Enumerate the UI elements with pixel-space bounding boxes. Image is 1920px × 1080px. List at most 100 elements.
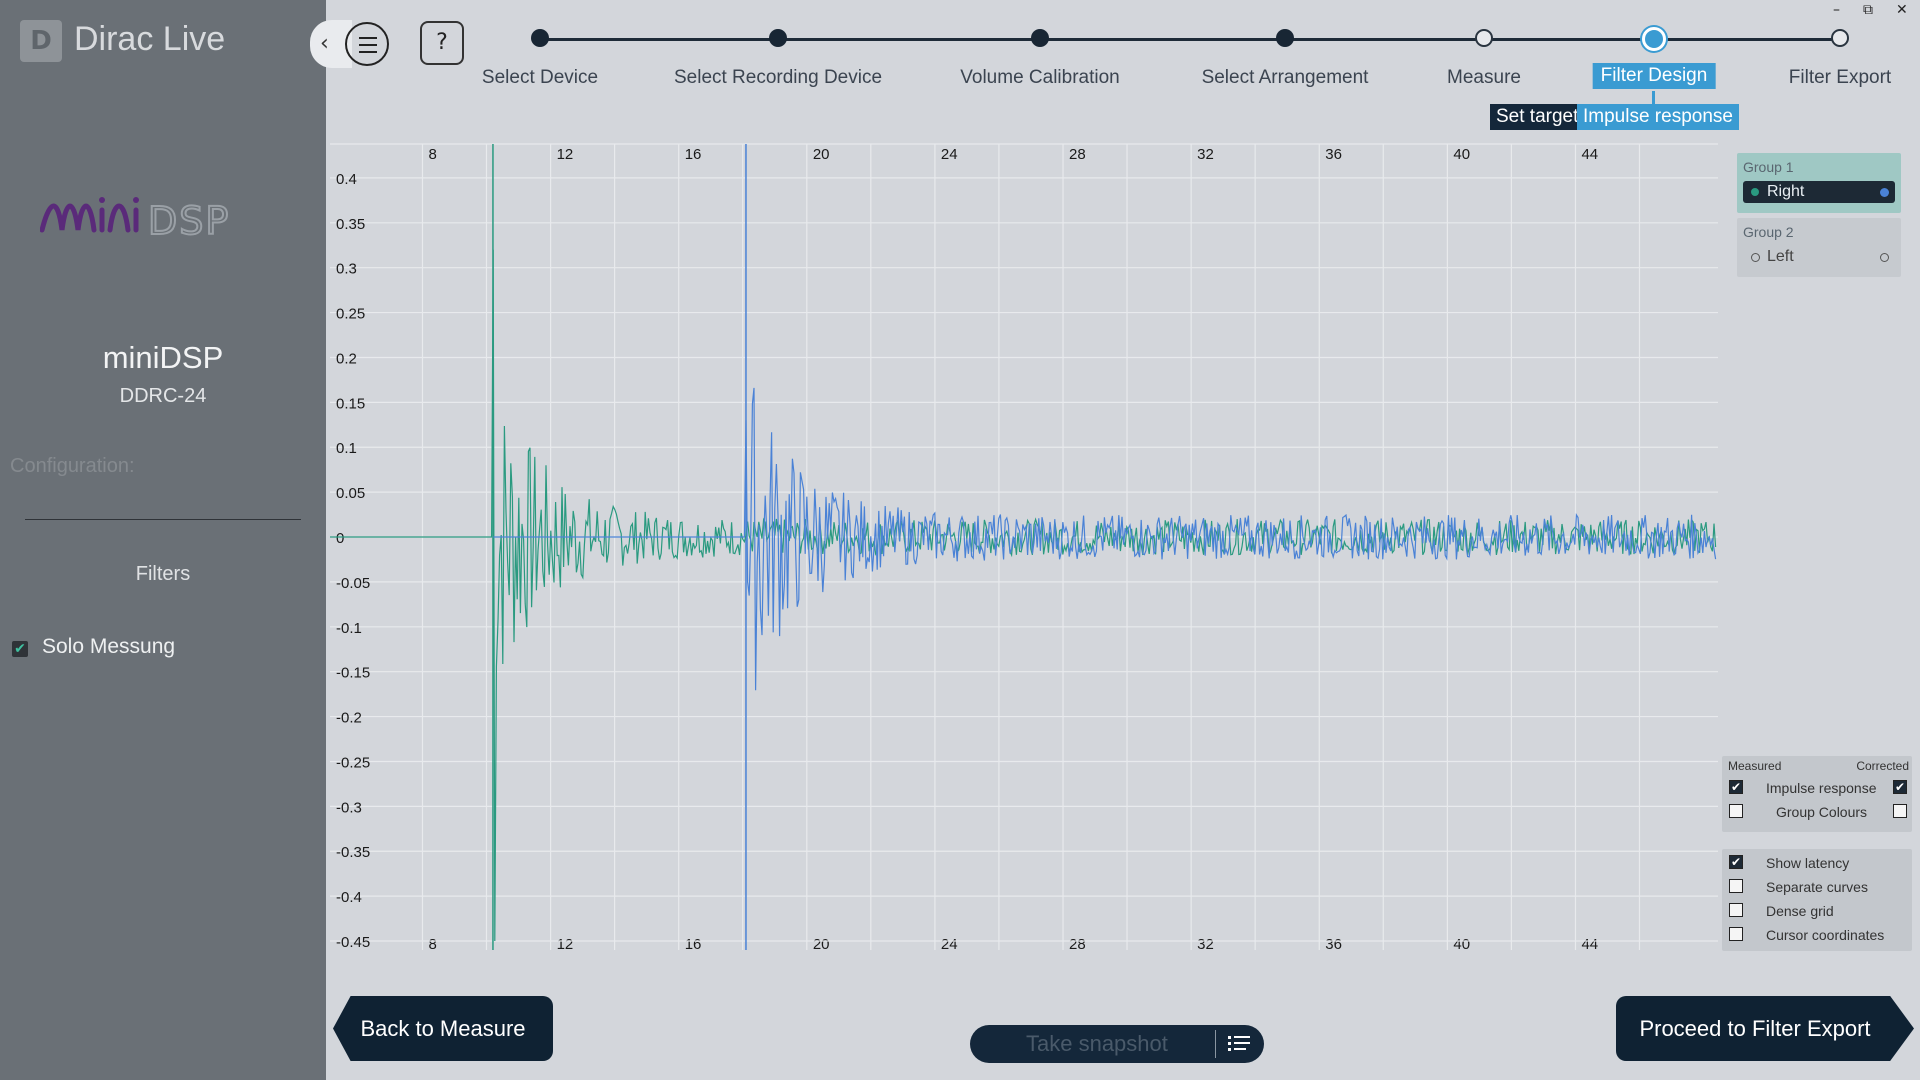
y-tick-label: -0.15 xyxy=(336,665,370,682)
x-tick-label-top: 20 xyxy=(813,146,830,163)
y-tick-label: -0.4 xyxy=(336,889,362,906)
x-tick-label-bottom: 20 xyxy=(813,936,830,952)
menu-icon xyxy=(359,51,377,53)
help-button[interactable]: ? xyxy=(420,21,464,65)
y-tick-label: -0.1 xyxy=(336,620,362,637)
configuration-divider xyxy=(25,519,301,520)
x-tick-label-top: 16 xyxy=(685,146,702,163)
group-2-box: Group 2 Left xyxy=(1737,218,1901,277)
channel-dot-icon xyxy=(1751,253,1760,262)
x-tick-label-bottom: 8 xyxy=(428,936,436,952)
take-snapshot-button[interactable]: Take snapshot xyxy=(970,1025,1264,1063)
step-1-label[interactable]: Select Device xyxy=(481,67,599,88)
dense-grid-checkbox[interactable] xyxy=(1729,903,1743,917)
group-colours-label: Group Colours xyxy=(1776,804,1868,820)
channel-right-item[interactable]: Right xyxy=(1743,181,1895,203)
active-step-connector xyxy=(1652,91,1655,105)
step-4-dot[interactable] xyxy=(1276,29,1294,47)
step-6-label[interactable]: Filter Design xyxy=(1592,63,1716,89)
separate-curves-row: Separate curves xyxy=(1722,875,1912,899)
svg-text:DSP: DSP xyxy=(148,199,230,240)
x-tick-label-bottom: 36 xyxy=(1325,936,1342,952)
channel-left-item[interactable]: Left xyxy=(1743,246,1895,268)
group-colours-corrected-checkbox[interactable] xyxy=(1893,804,1907,818)
y-tick-label: -0.2 xyxy=(336,710,362,727)
x-tick-label-bottom: 28 xyxy=(1069,936,1086,952)
group-colours-row: Group Colours xyxy=(1722,800,1912,824)
solo-messung-label[interactable]: Solo Messung xyxy=(42,635,176,658)
show-latency-row: ✔ Show latency xyxy=(1722,851,1912,875)
y-tick-label: -0.3 xyxy=(336,799,362,816)
back-to-measure-button[interactable]: Back to Measure xyxy=(333,996,553,1061)
restore-button[interactable]: ⧉ xyxy=(1863,2,1873,18)
channel-right-label: Right xyxy=(1767,183,1805,200)
step-3-dot[interactable] xyxy=(1031,29,1049,47)
menu-button[interactable] xyxy=(345,22,389,66)
close-button[interactable]: ✕ xyxy=(1896,2,1908,18)
show-latency-checkbox[interactable]: ✔ xyxy=(1729,855,1743,869)
minimize-button[interactable]: – xyxy=(1833,2,1840,18)
group-1-box: Group 1 Right xyxy=(1737,153,1901,213)
snapshot-divider xyxy=(1215,1030,1216,1058)
sidebar: D Dirac Live DSP miniDSP DDRC-24 Configu… xyxy=(0,0,326,1080)
menu-icon xyxy=(359,37,377,39)
take-snapshot-label: Take snapshot xyxy=(1026,1031,1168,1056)
x-tick-label-bottom: 32 xyxy=(1197,936,1214,952)
y-tick-label: 0.25 xyxy=(336,306,365,323)
filters-label: Filters xyxy=(135,563,191,585)
dirac-logo-icon: D xyxy=(20,20,62,62)
step-2-label[interactable]: Select Recording Device xyxy=(673,67,883,88)
tab-set-target[interactable]: Set target xyxy=(1490,104,1585,130)
step-7-label[interactable]: Filter Export xyxy=(1788,67,1892,88)
dense-grid-label: Dense grid xyxy=(1766,903,1834,919)
channel-radio-icon xyxy=(1880,188,1889,197)
impulse-corrected-checkbox[interactable]: ✔ xyxy=(1893,780,1907,794)
separate-curves-checkbox[interactable] xyxy=(1729,879,1743,893)
step-7-dot[interactable] xyxy=(1831,29,1849,47)
app-title: Dirac Live xyxy=(74,20,226,58)
x-tick-label-top: 28 xyxy=(1069,146,1086,163)
x-tick-label-top: 36 xyxy=(1325,146,1342,163)
separate-curves-label: Separate curves xyxy=(1766,879,1868,895)
x-tick-label-bottom: 44 xyxy=(1581,936,1598,952)
proceed-to-filter-export-button[interactable]: Proceed to Filter Export xyxy=(1616,996,1914,1061)
cursor-coordinates-row: Cursor coordinates xyxy=(1722,923,1912,947)
x-tick-label-bottom: 12 xyxy=(557,936,574,952)
y-tick-label: -0.45 xyxy=(336,934,370,951)
show-latency-label: Show latency xyxy=(1766,855,1850,871)
step-4-label[interactable]: Select Arrangement xyxy=(1201,67,1369,88)
x-tick-label-top: 8 xyxy=(428,146,436,163)
channel-radio-icon xyxy=(1880,253,1889,262)
y-tick-label: 0.1 xyxy=(336,440,357,457)
step-1-dot[interactable] xyxy=(531,29,549,47)
step-6-dot[interactable] xyxy=(1642,27,1666,51)
measured-header: Measured xyxy=(1728,759,1782,773)
view-options-panel: ✔ Show latency Separate curves Dense gri… xyxy=(1722,849,1912,951)
group-1-title: Group 1 xyxy=(1743,159,1794,175)
channel-left-label: Left xyxy=(1767,248,1794,265)
y-tick-label: -0.35 xyxy=(336,844,370,861)
step-5-dot[interactable] xyxy=(1475,29,1493,47)
y-tick-label: 0.35 xyxy=(336,216,365,233)
tab-impulse-response[interactable]: Impulse response xyxy=(1577,104,1739,130)
step-2-dot[interactable] xyxy=(769,29,787,47)
impulse-measured-checkbox[interactable]: ✔ xyxy=(1729,780,1743,794)
y-tick-label: 0 xyxy=(336,530,344,547)
x-tick-label-bottom: 24 xyxy=(941,936,958,952)
snapshot-list-icon[interactable] xyxy=(1228,1035,1250,1053)
y-tick-label: 0.3 xyxy=(336,261,357,278)
channel-dot-icon xyxy=(1751,188,1759,196)
cursor-coordinates-checkbox[interactable] xyxy=(1729,927,1743,941)
x-tick-label-bottom: 40 xyxy=(1453,936,1470,952)
group-colours-measured-checkbox[interactable] xyxy=(1729,804,1743,818)
step-3-label[interactable]: Volume Calibration xyxy=(960,67,1120,88)
step-5-label[interactable]: Measure xyxy=(1447,67,1521,88)
solo-messung-checkbox[interactable]: ✔ xyxy=(12,641,28,657)
minidsp-logo: DSP xyxy=(40,197,230,240)
x-tick-label-bottom: 16 xyxy=(685,936,702,952)
y-tick-label: 0.4 xyxy=(336,171,357,188)
impulse-series-2 xyxy=(493,387,1717,691)
corrected-header: Corrected xyxy=(1856,759,1909,773)
x-tick-label-top: 44 xyxy=(1581,146,1598,163)
impulse-response-chart[interactable]: 8 8 12 12 16 16 20 20 24 24 28 28 32 32 36 36 40 40 44 44 0.… xyxy=(328,142,1718,952)
